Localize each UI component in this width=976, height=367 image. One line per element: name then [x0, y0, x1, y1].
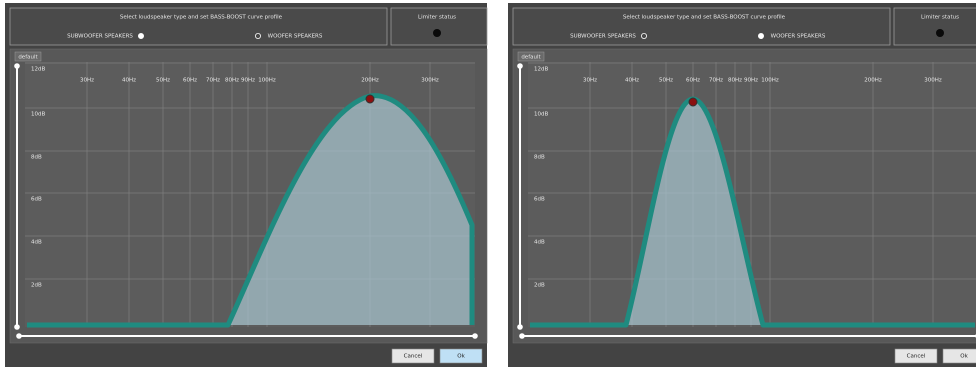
- y-slider-knob[interactable]: [517, 63, 523, 69]
- radio-label[interactable]: WOOFER SPEAKERS: [771, 34, 826, 40]
- x-label: 300Hz: [924, 78, 942, 84]
- header-box: [9, 7, 388, 46]
- x-label: 300Hz: [421, 78, 439, 84]
- limiter-box: [893, 7, 976, 46]
- y-label: 6dB: [534, 197, 545, 203]
- y-label: 4dB: [534, 240, 545, 246]
- radio-label[interactable]: SUBWOOFER SPEAKERS: [570, 34, 636, 40]
- default-tag: [14, 51, 42, 62]
- y-label: 2dB: [31, 283, 42, 289]
- radio-label[interactable]: WOOFER SPEAKERS: [268, 34, 323, 40]
- button-label[interactable]: Ok: [960, 354, 968, 360]
- x-label: 40Hz: [625, 78, 639, 84]
- x-label: 90Hz: [241, 78, 255, 84]
- x-label: 60Hz: [183, 78, 197, 84]
- button-label[interactable]: Ok: [457, 354, 465, 360]
- x-label: 90Hz: [744, 78, 758, 84]
- y-label: 8dB: [31, 155, 42, 161]
- x-label: 30Hz: [80, 78, 94, 84]
- y-label: 12dB: [534, 67, 548, 73]
- y-label: 4dB: [31, 240, 42, 246]
- y-label: 2dB: [534, 283, 545, 289]
- y-label: 6dB: [31, 197, 42, 203]
- y-label: 12dB: [31, 67, 45, 73]
- limiter-indicator: [936, 29, 944, 37]
- limiter-label: Limiter status: [418, 15, 456, 21]
- y-label: 8dB: [534, 155, 545, 161]
- radio-button[interactable]: [137, 33, 144, 40]
- x-label: 200Hz: [864, 78, 882, 84]
- x-slider-knob[interactable]: [472, 333, 478, 339]
- radio-button[interactable]: [640, 33, 647, 40]
- radio-label[interactable]: SUBWOOFER SPEAKERS: [67, 34, 133, 40]
- y-slider-knob[interactable]: [14, 324, 20, 330]
- x-label: 40Hz: [122, 78, 136, 84]
- x-label: 30Hz: [583, 78, 597, 84]
- panel: Select loudspeaker type and set BASS-BOO…: [508, 3, 976, 367]
- button-label[interactable]: Cancel: [404, 354, 423, 360]
- x-label: 80Hz: [225, 78, 239, 84]
- x-label: 100Hz: [761, 78, 779, 84]
- x-label: 200Hz: [361, 78, 379, 84]
- radio-button[interactable]: [254, 33, 261, 40]
- panel: Select loudspeaker type and set BASS-BOO…: [5, 3, 488, 367]
- button[interactable]: [391, 348, 435, 364]
- y-label: 10dB: [534, 112, 548, 118]
- header-title: Select loudspeaker type and set BASS-BOO…: [120, 15, 283, 21]
- x-label: 100Hz: [258, 78, 276, 84]
- curve: [27, 93, 475, 328]
- button[interactable]: [894, 348, 938, 364]
- y-label: 10dB: [31, 112, 45, 118]
- y-slider-knob[interactable]: [517, 324, 523, 330]
- default-label: default: [521, 55, 541, 61]
- curve-handle[interactable]: [688, 97, 698, 107]
- x-slider-knob[interactable]: [519, 333, 525, 339]
- header-box: [512, 7, 891, 46]
- x-label: 70Hz: [206, 78, 220, 84]
- button-label[interactable]: Cancel: [907, 354, 926, 360]
- limiter-indicator: [433, 29, 441, 37]
- header-title: Select loudspeaker type and set BASS-BOO…: [623, 15, 786, 21]
- limiter-label: Limiter status: [921, 15, 959, 21]
- x-label: 80Hz: [728, 78, 742, 84]
- x-label: 60Hz: [686, 78, 700, 84]
- default-label: default: [18, 55, 38, 61]
- button[interactable]: [942, 348, 976, 364]
- limiter-box: [390, 7, 488, 46]
- button[interactable]: [439, 348, 483, 364]
- x-label: 50Hz: [156, 78, 170, 84]
- radio-button[interactable]: [757, 33, 764, 40]
- x-slider-knob[interactable]: [16, 333, 22, 339]
- curve-handle[interactable]: [365, 94, 375, 104]
- default-tag: [517, 51, 545, 62]
- x-label: 50Hz: [659, 78, 673, 84]
- y-slider-knob[interactable]: [14, 63, 20, 69]
- x-label: 70Hz: [709, 78, 723, 84]
